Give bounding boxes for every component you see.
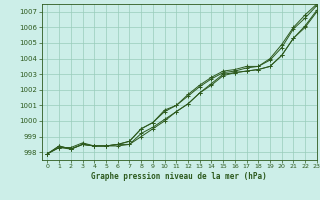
X-axis label: Graphe pression niveau de la mer (hPa): Graphe pression niveau de la mer (hPa) (91, 172, 267, 181)
